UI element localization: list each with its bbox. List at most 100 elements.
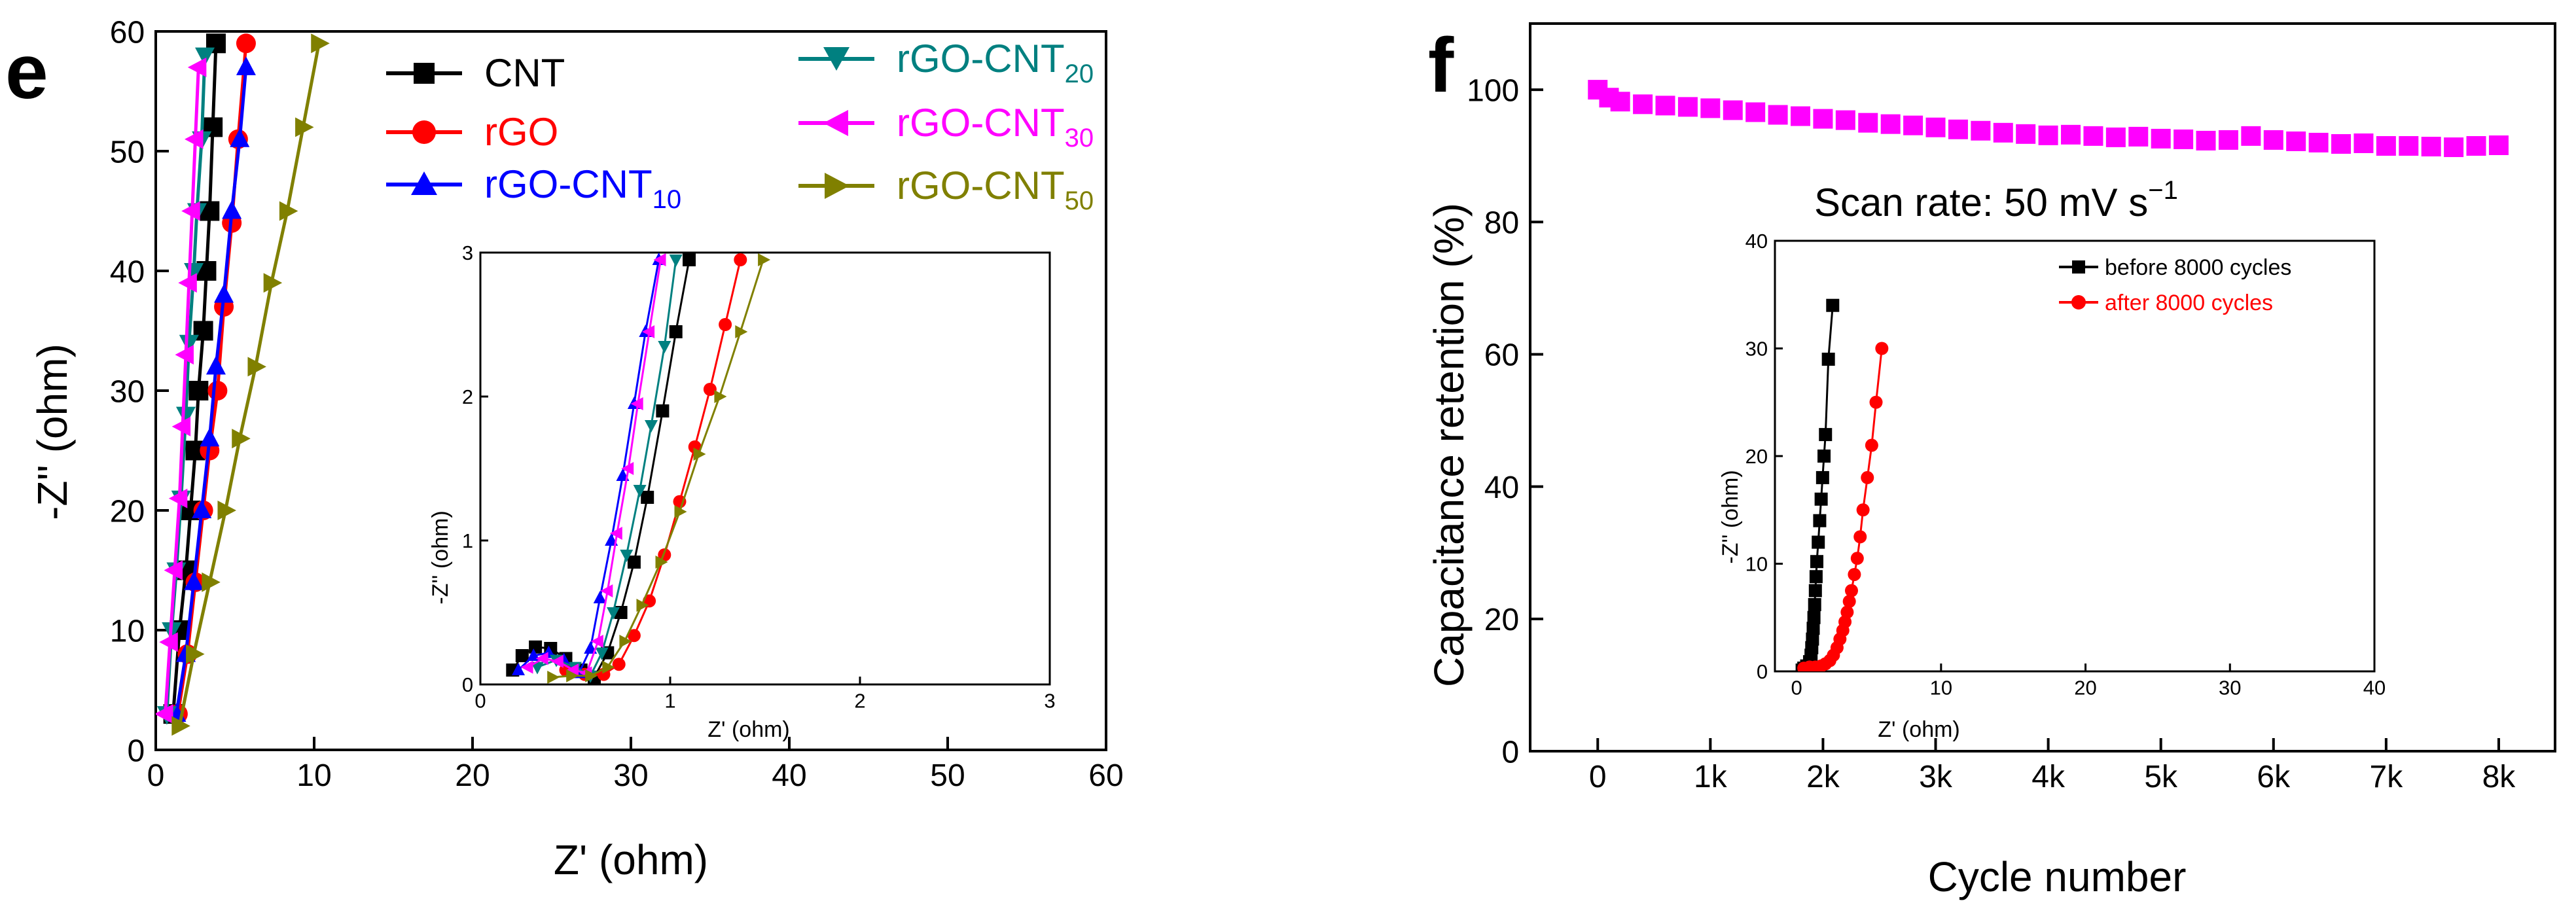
scan-rate-text: Scan rate: 50 mV s xyxy=(1814,181,2148,224)
panel-f-ylabel: Capacitance retention (%) xyxy=(1425,203,1473,687)
e-inset-plot-point xyxy=(630,397,643,410)
e-main-plot-point xyxy=(214,284,234,303)
f-inset-plot-point xyxy=(1807,611,1821,624)
f-main-plot-xtick-label: 3k xyxy=(1919,760,1953,794)
svg-text:rGO: rGO xyxy=(484,110,558,154)
e-main-plot-point xyxy=(247,357,266,377)
f-inset-plot-point xyxy=(1813,514,1827,527)
panel-e-ylabel: -Z'' (ohm) xyxy=(29,344,76,520)
e-main-plot-xtick-label: 60 xyxy=(1088,758,1123,793)
legend-label-rgo: rGO xyxy=(484,110,558,154)
f-inset-plot-point xyxy=(1861,470,1874,484)
f-main-plot-ytick-label: 0 xyxy=(1501,735,1519,770)
panel-f-label: f xyxy=(1428,22,1454,109)
e-main-plot-point xyxy=(171,416,191,436)
f-main-plot-point xyxy=(2038,125,2058,145)
e-main-plot-series-4 xyxy=(156,57,207,724)
f-main-plot-point xyxy=(2421,137,2441,157)
f-inset-plot-point xyxy=(1810,555,1824,569)
f-main-plot-point xyxy=(2061,124,2081,145)
f-main-plot-frame xyxy=(1529,22,2556,752)
f-main-plot-point xyxy=(2151,128,2171,149)
legend-sub-rgo-cnt50: 50 xyxy=(1065,186,1094,215)
e-main-plot-point xyxy=(222,200,242,219)
e-main-plot-point xyxy=(179,334,199,354)
e-main-plot-series-line xyxy=(164,67,200,715)
e-inset-plot-point xyxy=(655,556,668,569)
e-inset-plot-point xyxy=(669,255,683,267)
f-inset-plot-point xyxy=(1875,342,1889,355)
e-main-plot-ytick-label: 10 xyxy=(110,614,145,648)
f-main-plot-xtick-label: 7k xyxy=(2370,760,2404,794)
panel-e-inset-ylabel: -Z'' (ohm) xyxy=(428,510,453,604)
f-inset-plot-point xyxy=(1844,584,1858,597)
f-main-plot-point xyxy=(1948,119,1968,139)
legend-label-cnt: CNT xyxy=(484,51,565,95)
f-inset-plot-ytick-label: 0 xyxy=(1757,660,1768,683)
e-main-plot-point xyxy=(295,117,314,137)
e-inset-plot-point xyxy=(520,660,533,674)
f-main-plot-ytick-label: 20 xyxy=(1484,603,1519,637)
panel-e-label: e xyxy=(5,29,48,115)
e-inset-plot-point xyxy=(590,635,603,648)
f-inset-plot-point xyxy=(1808,584,1822,597)
e-inset-plot-point xyxy=(595,647,609,660)
f-inset-plot-point xyxy=(1808,598,1821,612)
legend-sub-rgo-cnt30: 30 xyxy=(1065,124,1094,152)
f-inset-plot-ytick-label: 10 xyxy=(1745,553,1768,576)
e-main-plot-series-line xyxy=(177,43,321,726)
f-main-plot-point xyxy=(1858,113,1878,133)
e-main-plot-point xyxy=(192,499,212,518)
e-main-plot-point xyxy=(311,33,330,54)
e-inset-plot-point xyxy=(593,591,607,603)
f-inset-plot-xtick-label: 40 xyxy=(2363,677,2386,699)
f-inset-plot-point xyxy=(1817,450,1831,463)
e-inset-plot-point xyxy=(683,253,696,266)
panel-e-inset-xlabel: Z' (ohm) xyxy=(707,717,790,742)
svg-text:rGO-CNT30: rGO-CNT30 xyxy=(897,101,1094,152)
f-main-plot-point xyxy=(2308,132,2329,152)
e-inset-plot-point xyxy=(621,462,634,475)
e-main-plot-point xyxy=(206,355,226,375)
e-inset-plot-xtick-label: 1 xyxy=(664,690,675,713)
e-inset-plot-xtick-label: 0 xyxy=(474,690,486,713)
panel-f-annotation: Scan rate: 50 mV s−1 xyxy=(1814,176,2178,224)
f-main-plot-point xyxy=(2174,129,2194,149)
e-inset-plot-point xyxy=(658,341,671,353)
f-inset-plot-point xyxy=(1842,595,1856,609)
e-main-plot-point xyxy=(184,571,204,590)
e-inset-plot-series-2 xyxy=(512,253,666,679)
legend-item-cnt: CNT xyxy=(386,51,565,95)
f-inset-plot-ytick-label: 20 xyxy=(1745,445,1768,468)
f-main-plot-xtick-label: 5k xyxy=(2144,760,2178,794)
e-inset-plot-point xyxy=(619,635,632,648)
legend-item-rgo-cnt50: rGO-CNT50 xyxy=(798,164,1094,215)
svg-text:rGO-CNT20: rGO-CNT20 xyxy=(897,37,1094,88)
f-inset-plot-series-1 xyxy=(1797,342,1889,671)
e-main-plot-xtick-label: 10 xyxy=(296,758,331,793)
e-inset-plot-point xyxy=(653,253,666,266)
f-main-plot-ytick-label: 80 xyxy=(1484,206,1519,241)
e-inset-plot-point xyxy=(714,390,727,403)
e-inset-plot-series-line xyxy=(552,259,764,679)
e-inset-plot-xtick-label: 2 xyxy=(854,690,865,713)
e-main-plot-point xyxy=(202,572,221,592)
e-inset-plot-point xyxy=(627,556,641,569)
e-inset-plot-point xyxy=(669,325,683,338)
f-inset-plot-point xyxy=(1809,570,1823,584)
e-main-plot-point xyxy=(159,632,178,652)
f-main-plot-point xyxy=(2488,135,2509,156)
f-main-plot-xtick-label: 2k xyxy=(1806,760,1840,794)
panel-f-inset-plot: 0 10 20 30 40 0 10 20 30 40 xyxy=(1745,230,2386,699)
e-inset-plot-point xyxy=(642,325,655,338)
panel-e-xlabel: Z' (ohm) xyxy=(554,836,708,883)
e-inset-plot-ytick-label: 0 xyxy=(462,673,473,696)
panel-f-inset-xlabel: Z' (ohm) xyxy=(1878,717,1960,742)
f-inset-plot-ytick-label: 40 xyxy=(1745,230,1768,253)
e-inset-plot-point xyxy=(527,648,541,661)
panel-f-inset-ylabel: -Z'' (ohm) xyxy=(1718,470,1743,563)
e-main-plot-point xyxy=(156,704,173,724)
